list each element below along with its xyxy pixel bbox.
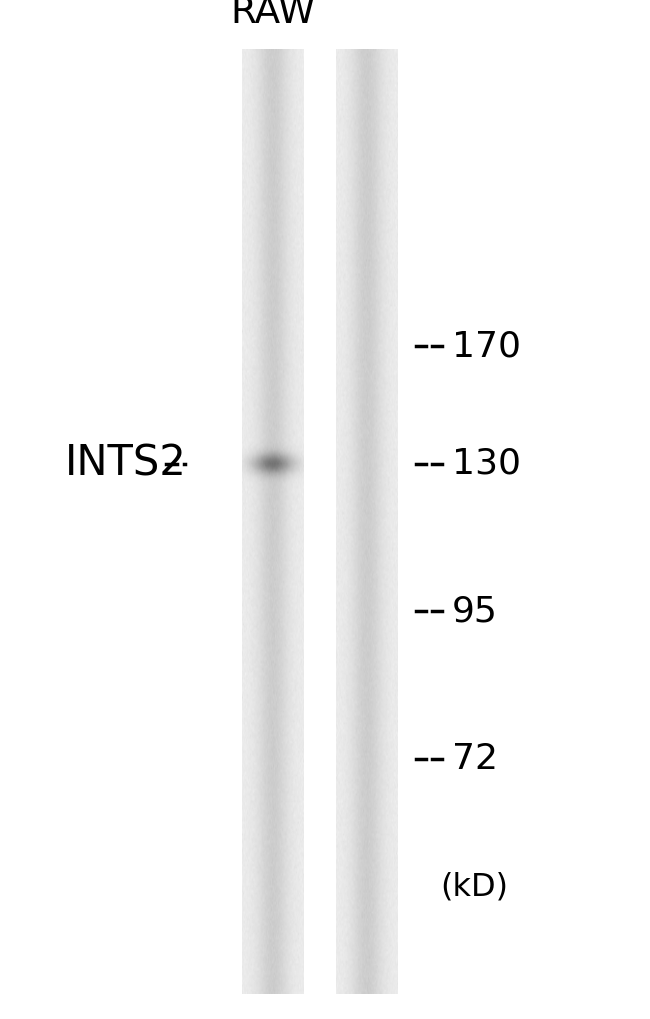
- Text: 95: 95: [452, 594, 498, 629]
- Text: RAW: RAW: [230, 0, 316, 31]
- Text: 170: 170: [452, 329, 521, 364]
- Text: (kD): (kD): [441, 871, 508, 902]
- Text: INTS2: INTS2: [65, 442, 187, 485]
- Text: 130: 130: [452, 446, 521, 481]
- Text: 72: 72: [452, 742, 498, 776]
